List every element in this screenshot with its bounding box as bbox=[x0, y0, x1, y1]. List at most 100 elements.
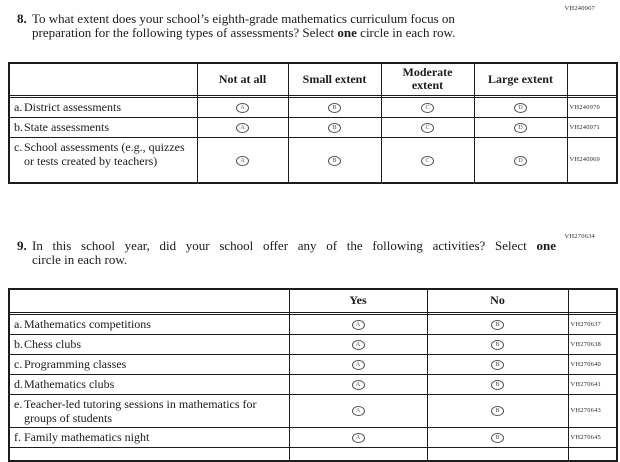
question-8-text: preparation for the following types of a… bbox=[32, 25, 338, 40]
oval-letter: D bbox=[518, 124, 523, 131]
oval-letter: B bbox=[332, 104, 337, 111]
oval-letter: B bbox=[495, 408, 500, 415]
q9-table-header-row: Yes No bbox=[8, 288, 618, 313]
oval-letter: D bbox=[518, 104, 523, 111]
option-cell: D bbox=[473, 96, 568, 118]
table-row-chess-clubs: b. Chess clubs A B VH270638 bbox=[8, 333, 618, 355]
oval-letter: A bbox=[355, 341, 361, 348]
oval-letter: B bbox=[332, 157, 337, 164]
row-label: Programming classes bbox=[24, 356, 127, 371]
answer-oval-d[interactable]: D bbox=[514, 122, 527, 133]
oval-letter: A bbox=[355, 434, 361, 441]
row-label-cell: c. School assessments (e.g., quizzes or t… bbox=[8, 136, 198, 184]
q9-header-empty bbox=[8, 288, 290, 313]
question-9-text-line2: circle in each row. bbox=[32, 252, 128, 267]
answer-oval-d[interactable]: D bbox=[514, 102, 527, 113]
question-8-vh-code: VH240967 bbox=[564, 5, 595, 12]
answer-oval-no[interactable]: B bbox=[491, 319, 504, 330]
answer-oval-b[interactable]: B bbox=[328, 155, 341, 166]
answer-oval-no[interactable]: B bbox=[491, 359, 504, 370]
answer-oval-d[interactable]: D bbox=[514, 155, 527, 166]
option-cell: A bbox=[196, 136, 289, 184]
option-cell: B bbox=[426, 393, 569, 428]
oval-letter: B bbox=[495, 434, 500, 441]
table-row-school-assessments: c. School assessments (e.g., quizzes or t… bbox=[8, 136, 618, 184]
option-cell: C bbox=[380, 116, 475, 138]
option-cell: A bbox=[288, 333, 428, 355]
row-label: School assessments (e.g., quizzes or tes… bbox=[24, 139, 185, 168]
row-letter: b. bbox=[14, 119, 23, 134]
answer-oval-no[interactable]: B bbox=[491, 406, 504, 417]
option-cell: A bbox=[288, 353, 428, 375]
q9-header-no: No bbox=[426, 288, 569, 313]
row-vh-code: VH270638 bbox=[567, 333, 618, 355]
oval-letter: C bbox=[425, 157, 430, 164]
answer-oval-yes[interactable]: A bbox=[351, 359, 365, 370]
table-row-teacher-led-tutoring: e. Teacher-led tutoring sessions in mathe… bbox=[8, 393, 618, 428]
oval-letter: A bbox=[240, 157, 245, 164]
q8-header-moderate-extent: Moderate extent bbox=[380, 62, 475, 96]
option-cell: C bbox=[380, 96, 475, 118]
oval-letter: A bbox=[355, 408, 361, 415]
answer-oval-c[interactable]: C bbox=[421, 155, 434, 166]
row-letter: f. bbox=[14, 429, 21, 444]
oval-letter: C bbox=[425, 104, 430, 111]
row-vh-code: VH240970 bbox=[566, 96, 618, 118]
answer-oval-b[interactable]: B bbox=[328, 102, 341, 113]
option-cell: B bbox=[287, 136, 382, 184]
q8-header-not-at-all: Not at all bbox=[196, 62, 289, 96]
row-vh-code-cell bbox=[567, 446, 618, 462]
row-label: Chess clubs bbox=[24, 336, 81, 351]
question-9-text-line1: In this school year, did your school off… bbox=[32, 239, 556, 253]
answer-oval-a[interactable]: A bbox=[236, 122, 249, 133]
option-cell: B bbox=[426, 333, 569, 355]
option-cell: A bbox=[288, 426, 428, 448]
row-label: Mathematics clubs bbox=[24, 376, 115, 391]
option-cell: A bbox=[288, 313, 428, 335]
answer-oval-yes[interactable]: A bbox=[351, 406, 365, 417]
oval-letter: B bbox=[495, 321, 500, 328]
answer-oval-yes[interactable]: A bbox=[351, 339, 365, 350]
answer-oval-yes[interactable]: A bbox=[351, 319, 365, 330]
answer-oval-c[interactable]: C bbox=[421, 122, 434, 133]
option-cell: D bbox=[473, 136, 568, 184]
option-cell: C bbox=[380, 136, 475, 184]
q9-activities-table: Yes No a. Mathematics competitions A B VH… bbox=[8, 288, 618, 462]
answer-oval-a[interactable]: A bbox=[236, 155, 249, 166]
row-vh-code: VH270641 bbox=[567, 373, 618, 395]
q8-assessment-table: Not at all Small extent Moderate extent … bbox=[8, 62, 618, 184]
answer-oval-no[interactable]: B bbox=[491, 432, 504, 443]
question-8-number: 8. bbox=[17, 11, 27, 26]
row-label: State assessments bbox=[24, 119, 109, 134]
q8-table-header-row: Not at all Small extent Moderate extent … bbox=[8, 62, 618, 96]
option-cell: B bbox=[426, 353, 569, 375]
q8-header-small-extent: Small extent bbox=[287, 62, 382, 96]
option-cell: A bbox=[288, 393, 428, 428]
row-label-cell: d. Mathematics clubs bbox=[8, 373, 290, 395]
row-vh-code: VH240971 bbox=[566, 116, 618, 138]
answer-oval-yes[interactable]: A bbox=[351, 379, 365, 390]
row-label-cell: c. Programming classes bbox=[8, 353, 290, 375]
table-row-family-mathematics-night: f. Family mathematics night A B VH270645 bbox=[8, 426, 618, 448]
table-row-state-assessments: b. State assessments A B C D VH240971 bbox=[8, 116, 618, 138]
answer-oval-c[interactable]: C bbox=[421, 102, 434, 113]
oval-letter: A bbox=[355, 321, 361, 328]
row-label-cell: b. Chess clubs bbox=[8, 333, 290, 355]
oval-letter: A bbox=[240, 104, 245, 111]
answer-oval-no[interactable]: B bbox=[491, 339, 504, 350]
row-label-cell: b. State assessments bbox=[8, 116, 198, 138]
row-letter: d. bbox=[14, 376, 23, 391]
row-letter: a. bbox=[14, 99, 23, 114]
answer-oval-yes[interactable]: A bbox=[351, 432, 365, 443]
question-8-text-line1: To what extent does your school’s eighth… bbox=[32, 11, 455, 26]
oval-letter: B bbox=[495, 361, 500, 368]
answer-oval-a[interactable]: A bbox=[236, 102, 249, 113]
row-letter: a. bbox=[14, 316, 23, 331]
oval-letter: A bbox=[355, 361, 361, 368]
q8-header-code-empty bbox=[566, 62, 618, 96]
answer-oval-no[interactable]: B bbox=[491, 379, 504, 390]
oval-letter: B bbox=[495, 341, 500, 348]
row-vh-code: VH270640 bbox=[567, 353, 618, 375]
row-letter: b. bbox=[14, 336, 23, 351]
answer-oval-b[interactable]: B bbox=[328, 122, 341, 133]
